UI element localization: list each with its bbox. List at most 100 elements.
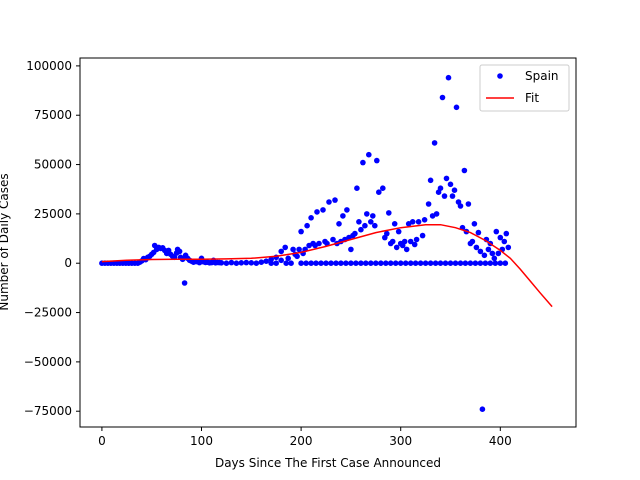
spain-point [378,260,384,267]
x-tick-label: 100 [190,434,213,448]
spain-point [432,260,439,267]
spain-point [471,221,478,227]
spain-point [298,228,304,235]
spain-point [268,256,275,263]
spain-point [304,222,310,229]
spain-point [283,260,290,267]
spain-point [387,260,394,267]
spain-point [294,253,300,260]
spain-point [363,260,369,267]
spain-point [370,213,376,219]
spain-point [503,230,510,237]
spain-point [402,260,409,267]
spain-point [354,185,360,191]
spain-point [233,260,240,267]
spain-point [358,260,364,267]
spain-point [481,252,488,259]
spain-point [397,260,404,267]
spain-point [447,181,454,188]
spain-point [343,260,349,267]
spain-point [372,222,378,229]
spain-point [469,238,476,245]
y-tick-label: 75000 [34,108,72,122]
spain-point [389,238,396,245]
spain-point [258,259,265,266]
spain-point [362,222,368,229]
spain-point [364,211,370,217]
y-axis-ticks: −75000 −50000 −25000 0 25000 50000 75000 100000 [24,59,80,418]
spain-point [403,246,410,253]
y-tick-label: 50000 [34,158,72,172]
spain-point [326,199,332,205]
spain-point [495,250,502,257]
spain-point [348,246,354,253]
spain-point [472,260,479,267]
spain-point [314,209,320,215]
spain-point [502,260,509,267]
spain-point [477,248,484,255]
spain-point [253,260,260,267]
spain-point [318,260,324,267]
spain-point [380,185,386,191]
spain-point [431,140,438,146]
spain-point [452,260,459,267]
spain-point [465,201,472,207]
spain-point [391,221,398,227]
spain-point [223,260,230,267]
spain-point [497,260,504,267]
spain-point [386,210,392,216]
spain-point [344,207,350,213]
spain-point [427,177,434,184]
spain-point [439,94,446,101]
spain-point [443,175,450,182]
spain-point [352,230,358,237]
spain-point [366,151,372,158]
spain-point [453,104,460,111]
spain-point [421,217,428,223]
spain-point [497,234,504,241]
legend-marker-spain [497,73,503,79]
spain-point [477,260,484,267]
y-tick-label: −75000 [24,404,72,418]
y-tick-label: 25000 [34,207,72,221]
spain-point [417,260,424,267]
spain-point [437,185,444,191]
spain-point [392,260,399,267]
spain-point [330,236,336,243]
spain-point [407,238,414,245]
spain-point [505,244,512,251]
spain-point [228,259,235,266]
spain-point [412,260,419,267]
spain-point [461,167,468,174]
spain-point [360,159,366,166]
spain-point [268,260,275,267]
fit-line [101,223,553,308]
spain-point [437,260,444,267]
legend: Spain Fit [479,64,570,112]
spain-point [368,219,374,225]
spain-point [401,238,408,245]
spain-point [288,260,294,267]
spain-point [308,215,314,221]
spain-point [332,197,338,203]
spain-point [393,244,400,251]
spain-point [348,260,354,267]
spain-point [248,260,255,266]
spain-point [376,189,382,195]
y-tick-label: −50000 [24,355,72,369]
spain-point [181,280,188,286]
spain-point [176,248,183,255]
spain-point [422,260,429,267]
spain-point [373,260,379,267]
spain-point [278,248,285,255]
spain-point [303,260,309,267]
spain-point [407,260,414,267]
spain-point [457,260,464,267]
spain-point [320,207,326,213]
spain-point [442,260,449,267]
spain-point [374,157,380,164]
spain-point [449,193,456,199]
series-layer [99,74,553,413]
spain-point [467,260,474,267]
